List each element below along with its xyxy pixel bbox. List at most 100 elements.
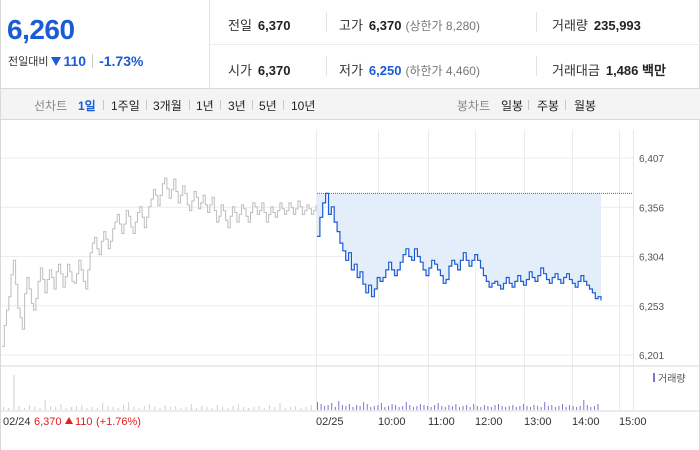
period-3y[interactable]: 3년 [228, 99, 246, 113]
change-rate: -1.73% [99, 53, 144, 69]
x-tick-label: 10:00 [378, 416, 406, 428]
prev-close-value: 6,370 [257, 18, 291, 33]
volume-bar [345, 406, 347, 410]
volume-bar [201, 406, 203, 410]
volume-bar [398, 407, 400, 410]
volume-bar [320, 404, 322, 410]
toolbar-divider [220, 100, 221, 110]
volume-bar [359, 406, 361, 410]
volume-bar [243, 407, 244, 410]
prev-close-stat: 전일 6,370 [228, 15, 290, 34]
volume-bar [405, 402, 407, 410]
volume-bar [515, 407, 517, 410]
volume-bar [169, 407, 171, 410]
period-1y[interactable]: 1년 [196, 99, 214, 113]
upper-limit: (상한가 8,280) [405, 19, 480, 33]
volume-bar [3, 407, 4, 410]
volume-bar [284, 408, 286, 410]
volume-bar [334, 407, 336, 410]
volume-bar [269, 405, 271, 410]
volume-bar [593, 406, 595, 410]
volume-bar [143, 406, 145, 410]
volume-bar [96, 408, 98, 410]
volume-legend-swatch [653, 373, 655, 382]
volume-bar [211, 408, 213, 410]
volume-bar [253, 407, 255, 410]
volume-bar [232, 406, 234, 410]
volume-bar [597, 404, 599, 410]
volume-bar [423, 405, 425, 410]
header-row-divider [210, 44, 700, 45]
period-1d[interactable]: 1일 [78, 99, 96, 113]
x-tick-label: 15:00 [619, 416, 647, 428]
volume-bar [164, 405, 166, 410]
volume-bar [300, 408, 302, 410]
period-10y[interactable]: 10년 [291, 99, 316, 113]
up-arrow-icon [65, 417, 73, 424]
volume-bar [327, 405, 329, 410]
volume-bar [8, 408, 10, 410]
candle-chart-label: 봉차트 [457, 99, 491, 113]
volume-bar [356, 405, 358, 410]
volume-bar [466, 405, 468, 410]
period-3m[interactable]: 3개월 [153, 99, 182, 113]
volume-bar [13, 375, 15, 410]
chart-toolbar: 선차트 1일 1주일 3개월 1년 3년 5년 10년 봉차트 일봉 주봉 월봉 [1, 89, 700, 120]
volume-bar [551, 405, 553, 410]
volume-bar [50, 406, 51, 410]
current-price-box: 6,260 전일대비 110 -1.73% [1, 0, 210, 89]
change-divider [92, 54, 94, 68]
lower-limit: (하한가 4,460) [405, 64, 480, 78]
volume-bar [533, 405, 535, 410]
volume-bar [373, 406, 375, 410]
volume-bar [133, 407, 135, 410]
volume-bar [569, 405, 570, 410]
volume-bar [107, 406, 109, 410]
volume-label: 거래량 [552, 18, 588, 33]
period-5y[interactable]: 5년 [259, 99, 277, 113]
today-line [317, 192, 602, 301]
volume-value: 235,993 [593, 18, 641, 33]
change-row: 전일대비 110 -1.73% [8, 53, 143, 69]
period-1w[interactable]: 1주일 [111, 99, 140, 113]
toolbar-divider [565, 100, 566, 110]
volume-bar [530, 407, 531, 410]
prev-day-line [2, 177, 317, 347]
period-daily[interactable]: 일봉 [501, 99, 524, 113]
volume-stat: 거래량 235,993 [552, 15, 641, 34]
volume-bar [448, 405, 450, 410]
volume-bar [434, 405, 436, 410]
volume-bar [366, 404, 368, 410]
volume-bar [18, 406, 20, 410]
prev-day-change: 110 [75, 416, 93, 428]
low-stat: 저가 6,250 (하한가 4,460) [339, 60, 480, 79]
toolbar-divider [189, 100, 190, 110]
volume-bar [338, 401, 340, 410]
y-tick-label: 6,253 [639, 302, 664, 313]
volume-bar [117, 408, 119, 410]
volume-bar [138, 408, 140, 410]
volume-bar [451, 406, 453, 410]
period-weekly[interactable]: 주봉 [537, 99, 560, 113]
volume-bar [44, 400, 46, 410]
line-chart-label: 선차트 [34, 99, 68, 113]
volume-bar [586, 405, 588, 410]
volume-bar [554, 407, 556, 410]
toolbar-divider [103, 100, 104, 110]
volume-bar [180, 408, 182, 410]
change-label: 전일대비 [8, 56, 49, 68]
volume-bar [540, 407, 542, 410]
volume-bar [416, 406, 418, 410]
volume-bar [227, 408, 229, 410]
volume-bar [583, 400, 585, 410]
volume-bar [512, 405, 514, 410]
volume-bar [216, 405, 218, 410]
period-monthly[interactable]: 월봉 [574, 99, 597, 113]
volume-bar [112, 407, 114, 410]
open-stat: 시가 6,370 [228, 60, 290, 79]
volume-bar [91, 407, 93, 410]
volume-bar [402, 406, 404, 410]
volume-bar [441, 406, 443, 410]
y-tick-label: 6,407 [639, 154, 664, 165]
volume-bar [81, 405, 83, 410]
